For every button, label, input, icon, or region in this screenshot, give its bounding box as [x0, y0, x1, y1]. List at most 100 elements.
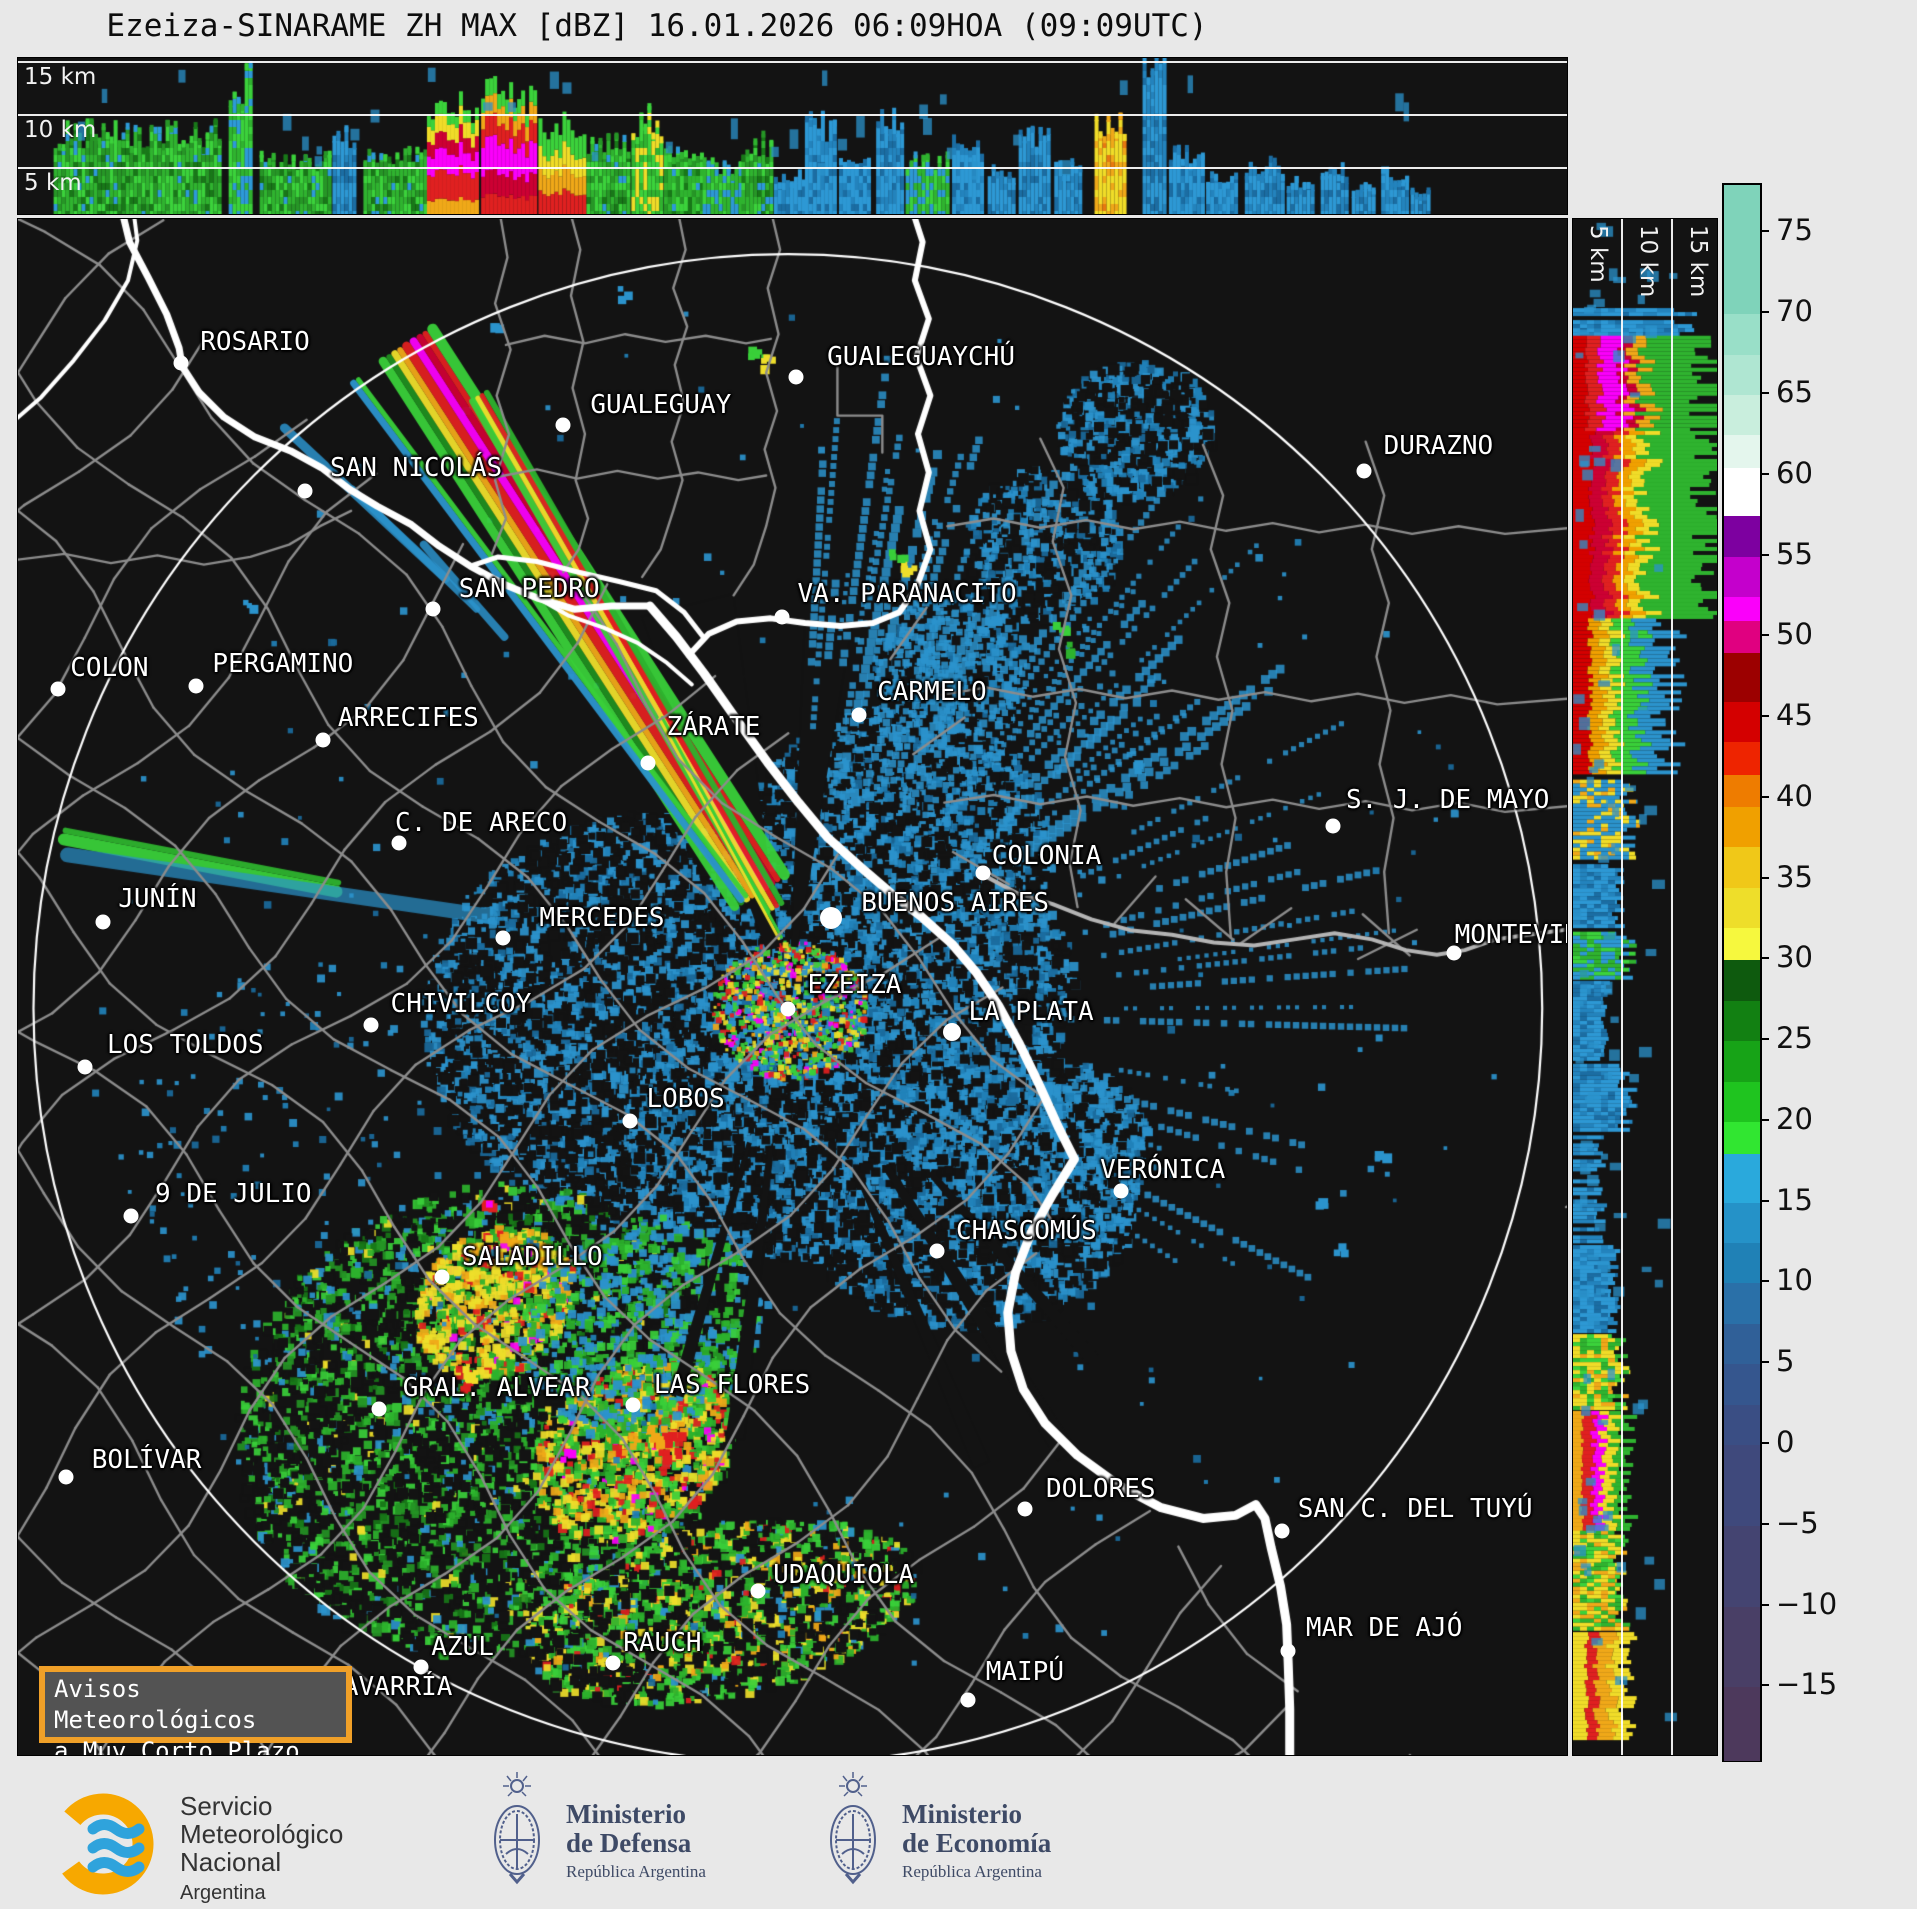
top-cross-section-panel: 15 km 10 km 5 km — [17, 57, 1568, 215]
ministerio-economia-wordmark: Ministerio de Economía República Argenti… — [902, 1800, 1051, 1882]
city-label: LOBOS — [646, 1084, 725, 1115]
colorbar-segment — [1724, 435, 1760, 469]
city-dot — [555, 417, 571, 433]
city-dot — [1113, 1183, 1129, 1199]
colorbar-segment — [1724, 1121, 1760, 1155]
city-dot — [820, 906, 843, 929]
colorbar-tick-label: 35 — [1776, 859, 1813, 894]
top-5km-gridline — [18, 167, 1567, 169]
colorbar-segment — [1724, 774, 1760, 808]
city-label: SAN PEDRO — [458, 574, 600, 605]
city-label: MERCEDES — [539, 902, 665, 933]
colorbar-tick-label: 70 — [1776, 294, 1813, 329]
city-label: GUALEGUAY — [590, 389, 732, 420]
city-dot — [1274, 1523, 1290, 1539]
city-label: COLONIA — [991, 841, 1102, 872]
city-dot — [1325, 818, 1341, 834]
city-label: MAR DE AJÓ — [1305, 1612, 1463, 1643]
radar-map-canvas — [18, 219, 1567, 1755]
warning-box: Avisos Meteorológicos a Muy Corto Plazo — [39, 1666, 352, 1755]
colorbar-tick-label: 50 — [1776, 617, 1813, 652]
colorbar-tick — [1760, 1118, 1769, 1121]
city-dot — [929, 1243, 945, 1259]
colorbar-segment — [1724, 847, 1760, 889]
city-dot — [1356, 463, 1372, 479]
city-dot — [1280, 1643, 1296, 1659]
smn-country: Argentina — [180, 1882, 266, 1904]
city-label: SAN NICOLÁS — [329, 452, 503, 483]
colorbar-segment — [1724, 806, 1760, 848]
colorbar-segment — [1724, 1364, 1760, 1406]
city-label: AZUL — [431, 1632, 494, 1663]
city-dot — [173, 355, 189, 371]
city-dot — [425, 601, 441, 617]
colorbar-tick-label: 5 — [1776, 1344, 1795, 1379]
colorbar-tick — [1760, 1684, 1769, 1687]
colorbar-tick-label: 60 — [1776, 455, 1813, 490]
top-axis-label-10km: 10 km — [24, 117, 97, 143]
economia-line-1: Ministerio — [902, 1799, 1022, 1829]
colorbar-tick-label: 0 — [1776, 1425, 1795, 1459]
colorbar-tick-label: 55 — [1776, 536, 1813, 571]
city-label: ZÁRATE — [666, 712, 761, 743]
colorbar-tick — [1760, 957, 1769, 960]
colorbar-tick-label: −5 — [1776, 1505, 1819, 1540]
city-dot — [297, 483, 313, 499]
city-label: LAS FLORES — [653, 1369, 811, 1400]
city-label: JUNÍN — [118, 884, 197, 915]
colorbar-segment — [1724, 1525, 1760, 1608]
city-label: BOLÍVAR — [91, 1445, 202, 1476]
colorbar-segment — [1724, 1404, 1760, 1446]
right-5km-gridline — [1621, 219, 1623, 1755]
colorbar-tick-label: 45 — [1776, 698, 1813, 733]
colorbar-tick — [1760, 795, 1769, 798]
colorbar-segment — [1724, 928, 1760, 961]
colorbar-tick — [1760, 311, 1769, 314]
colorbar-segment — [1724, 742, 1760, 776]
colorbar-segment — [1724, 1606, 1760, 1688]
colorbar-tick-label: 75 — [1776, 213, 1813, 248]
smn-line-3: Nacional — [180, 1847, 282, 1877]
city-dot — [371, 1401, 387, 1417]
city-dot — [58, 1469, 74, 1485]
colorbar-tick — [1760, 1442, 1769, 1444]
city-label: SALADILLO — [461, 1242, 603, 1273]
colorbar-tick-label: 15 — [1776, 1182, 1813, 1217]
colorbar-segment — [1724, 395, 1760, 436]
right-cross-section-panel: 5 km 10 km 15 km — [1572, 218, 1718, 1756]
ministerio-defensa-wordmark: Ministerio de Defensa República Argentin… — [566, 1800, 706, 1882]
city-label: ROSARIO — [200, 326, 310, 357]
city-dot — [315, 732, 331, 748]
city-label: CHASCOMÚS — [955, 1216, 1097, 1247]
colorbar-segment — [1724, 1445, 1760, 1527]
colorbar-segment — [1724, 1041, 1760, 1083]
colorbar-tick-label: 25 — [1776, 1021, 1813, 1056]
colorbar-segment — [1724, 1154, 1760, 1204]
warning-line-2: a Muy Corto Plazo — [54, 1737, 300, 1756]
colorbar-tick — [1760, 634, 1769, 637]
colorbar-tick — [1760, 472, 1769, 475]
smn-line-1: Servicio — [180, 1791, 273, 1821]
city-label: MAIPÚ — [985, 1657, 1064, 1688]
smn-line-2: Meteorológico — [180, 1819, 344, 1849]
city-dot — [77, 1059, 93, 1075]
colorbar-tick — [1760, 230, 1769, 233]
city-dot — [625, 1397, 641, 1413]
colorbar-tick-label: 40 — [1776, 778, 1813, 813]
colorbar-tick — [1760, 392, 1769, 394]
colorbar-tick — [1760, 715, 1769, 718]
colorbar-segment — [1724, 1323, 1760, 1365]
defensa-line-1: Ministerio — [566, 1799, 686, 1829]
colorbar-segment — [1724, 185, 1760, 315]
colorbar-tick-label: 65 — [1776, 375, 1813, 409]
top-cross-section-canvas — [18, 58, 1567, 214]
top-15km-gridline — [18, 61, 1567, 63]
economia-line-2: de Economía — [902, 1828, 1052, 1858]
city-label: 9 DE JULIO — [155, 1179, 312, 1210]
city-dot — [391, 835, 407, 851]
colorbar-segment — [1724, 596, 1760, 622]
top-axis-label-15km: 15 km — [24, 64, 97, 90]
city-dot — [95, 914, 111, 930]
city-label: DURAZNO — [1383, 431, 1494, 462]
colorbar-tick-label: −10 — [1776, 1586, 1838, 1621]
